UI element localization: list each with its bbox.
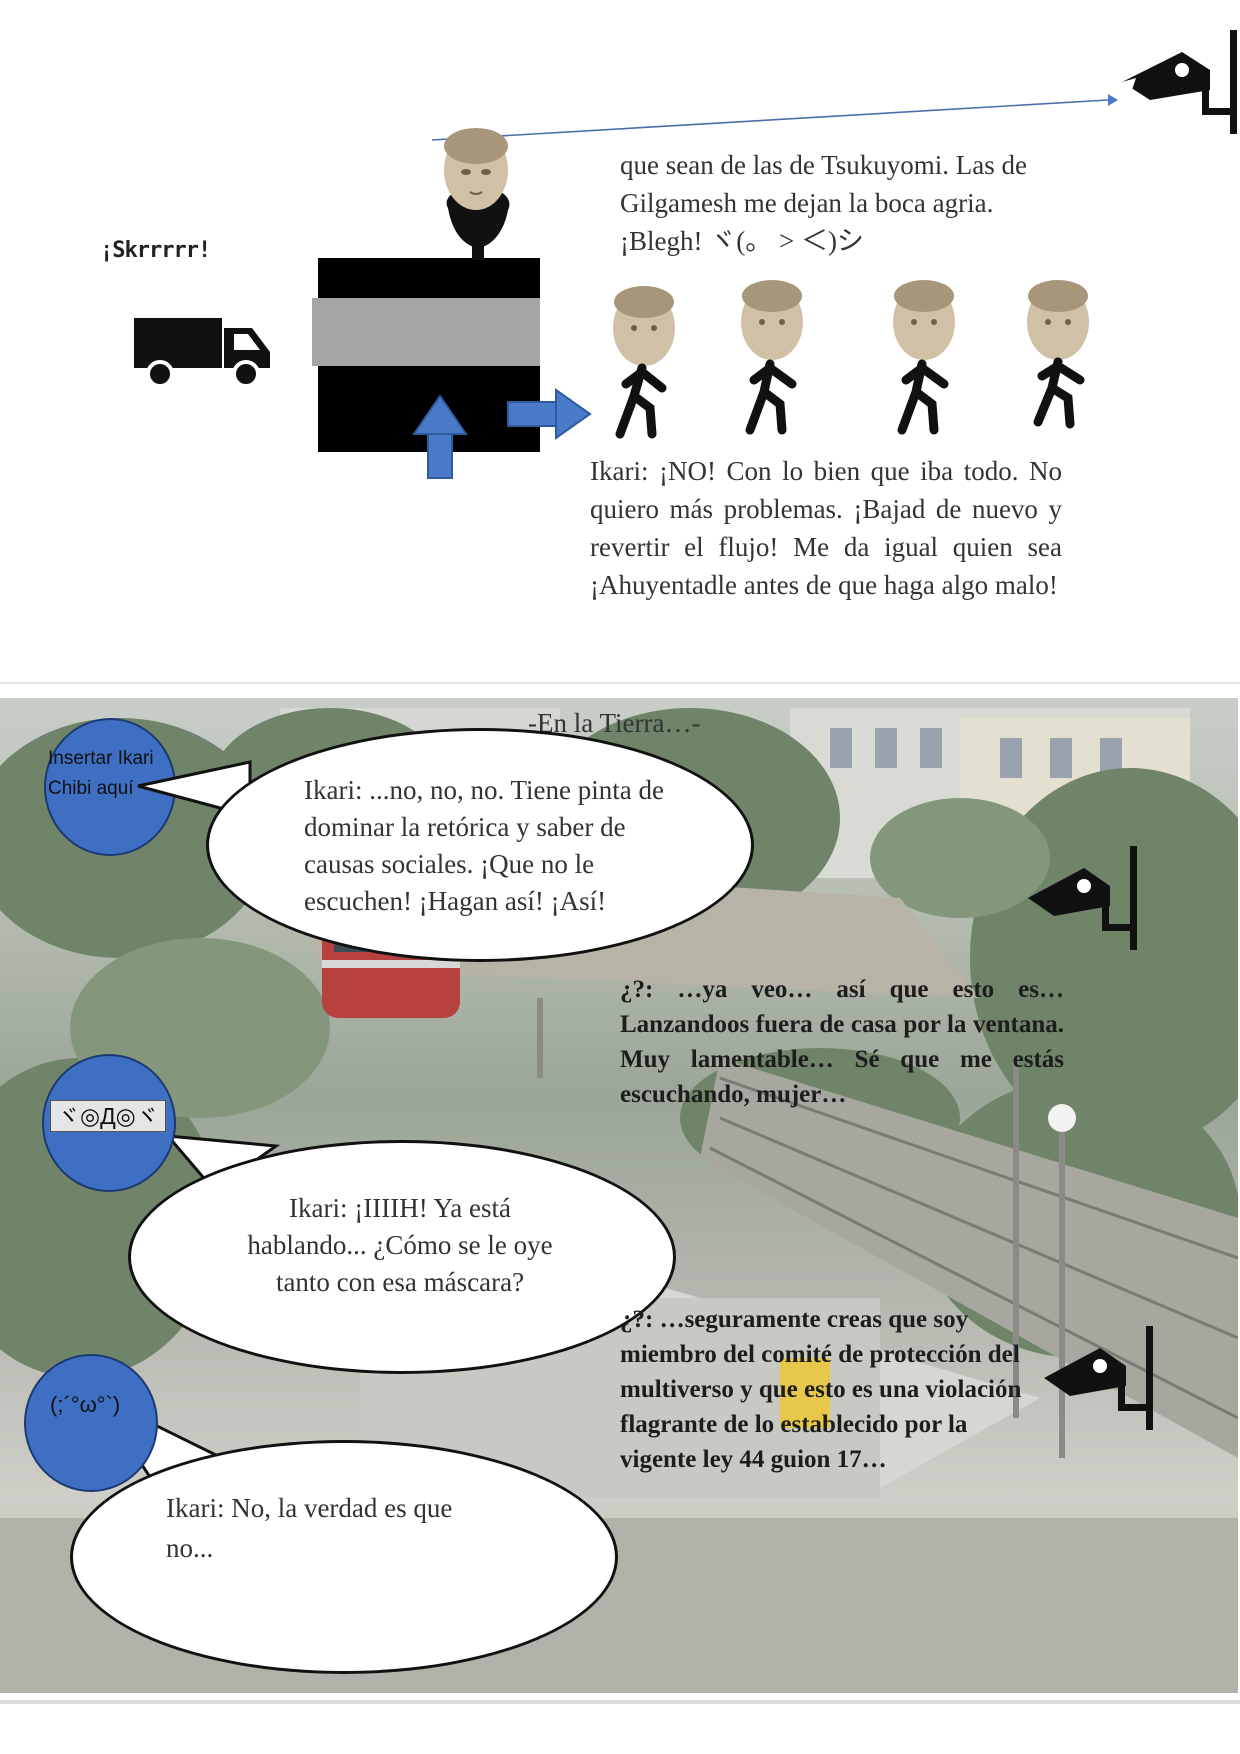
speech-bubble bbox=[128, 1140, 676, 1374]
ikari-dialogue: Ikari: ¡NO! Con lo bien que iba todo. No… bbox=[590, 456, 1062, 600]
camera-line bbox=[431, 94, 1118, 141]
page-bottom-border bbox=[0, 1700, 1240, 1704]
avatar bbox=[24, 1354, 158, 1492]
bubble-text: Ikari: ...no, no, no. Tiene pinta de dom… bbox=[304, 775, 664, 916]
bubble-text: Ikari: ¡IIIIH! Ya está hablando... ¿Cómo… bbox=[247, 1193, 553, 1297]
avatar-placeholder-label: Insertar Ikari Chibi aquí bbox=[48, 748, 154, 799]
arrow-up-icon bbox=[412, 394, 468, 479]
security-camera-icon bbox=[1044, 1326, 1153, 1430]
top-illustration bbox=[134, 30, 1237, 479]
security-camera-icon bbox=[1122, 30, 1237, 134]
avatar-emoticon: (;´°ω°`) bbox=[50, 1392, 121, 1417]
walking-figure-icon bbox=[893, 280, 955, 435]
bubble-text: Ikari: No, la verdad es que no... bbox=[166, 1493, 453, 1563]
speech-bubble bbox=[206, 728, 754, 962]
truck-icon bbox=[134, 318, 270, 388]
sound-effect: ¡Skrrrrr! bbox=[100, 238, 211, 263]
security-camera-icon bbox=[1028, 846, 1137, 950]
narration-text: que sean de las de Tsukuyomi. Las de Gil… bbox=[620, 150, 1028, 256]
walking-figure-icon bbox=[613, 286, 675, 439]
masked-speaker-text: ¿?: …ya veo… así que esto es… Lanzandoos… bbox=[620, 976, 1064, 1108]
walking-figure-icon bbox=[1027, 280, 1089, 429]
walking-figure-icon bbox=[741, 280, 803, 435]
panel-divider bbox=[0, 682, 1240, 684]
speech-bubble bbox=[70, 1440, 618, 1674]
masked-speaker-text: ¿?: …seguramente creas que soy miembro d… bbox=[620, 1306, 1022, 1473]
statue-head-icon bbox=[444, 128, 510, 260]
arrow-right-icon bbox=[507, 388, 592, 440]
station-scene bbox=[0, 708, 1238, 1693]
avatar-emoticon: ヾ◎Д◎ヾ bbox=[50, 1100, 166, 1132]
